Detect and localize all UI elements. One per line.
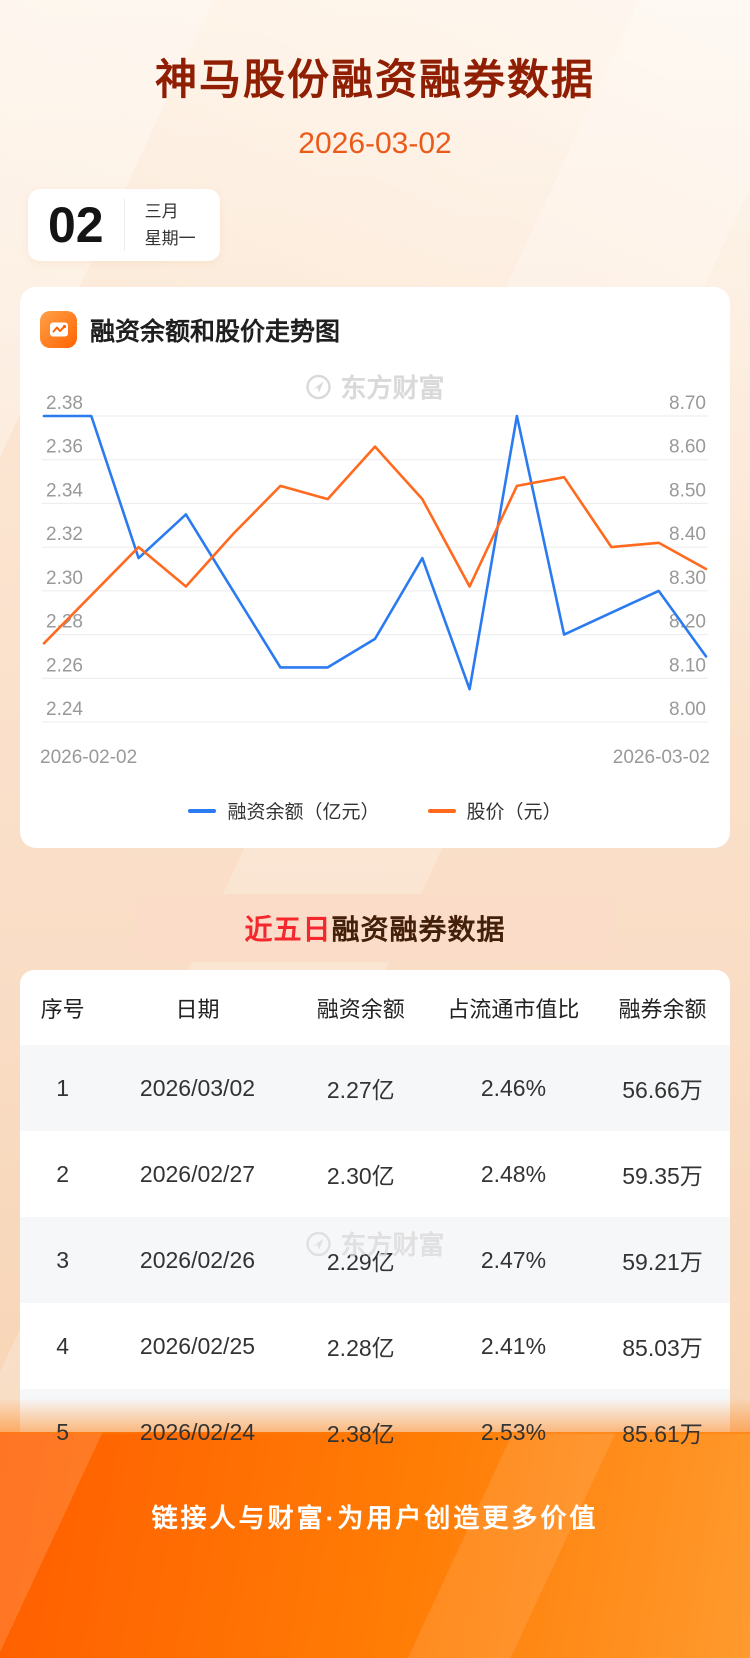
chart-title-row: 融资余额和股价走势图 [40,311,710,349]
chart-title: 融资余额和股价走势图 [90,317,341,346]
x-axis-end-label: 2026-03-02 [612,747,710,769]
chart-card: 融资余额和股价走势图 东方财富 2.38 8.70 2.36 8.60 2.34 8.50… [20,287,730,849]
line-chart-icon [40,311,77,349]
table-cell: 2.38亿 [326,1421,395,1448]
svg-text:8.00: 8.00 [669,699,706,720]
table-row: 5 2026/02/24 2.38亿 2.53% 85.61万 [20,1389,730,1476]
svg-text:2.34: 2.34 [46,481,83,502]
table-cell: 2026/02/24 [139,1418,256,1445]
x-axis-start-label: 2026-02-02 [40,747,138,769]
chart-area: 东方财富 2.38 8.70 2.36 8.60 2.34 8.50 2.32 8.40 2.3… [40,373,710,824]
table-cell: 85.03万 [622,1335,703,1362]
legend-item-financing: 融资余额（亿元） [188,797,380,824]
svg-text:2.38: 2.38 [46,393,83,414]
table-body: 1 2026/03/02 2.27亿 2.46% 56.66万 2 2026/02/27 2.… [20,1045,730,1476]
date-card: 02 三月 星期一 [28,189,220,262]
table-header-cell: 占流通市值比 [447,997,580,1023]
page-date: 2026-03-02 [298,127,452,160]
table-cell: 2.30亿 [326,1163,395,1190]
table-cell: 56.66万 [622,1077,703,1104]
table-cell: 2.27亿 [326,1077,395,1104]
table-cell: 2.41% [480,1332,547,1359]
table-header-row: 序号 日期 融资余额 占流通市值比 融券余额 [20,970,730,1045]
svg-text:2.32: 2.32 [46,525,83,546]
table-cell: 2026/02/26 [139,1246,256,1273]
footer: 链接人与财富·为用户创造更多价值 [0,1398,750,1658]
svg-text:2.36: 2.36 [46,437,83,458]
table-cell: 2 [56,1160,69,1187]
legend-swatch-price [427,808,456,813]
legend-label-price: 股价（元） [466,802,562,824]
data-table-card: 东方财富 序号 日期 融资余额 占流通市值比 融券余额 1 2026/03/02 2.27亿… [20,970,730,1476]
chart-legend: 融资余额（亿元） 股价（元） [40,797,710,824]
table-cell: 2.53% [480,1418,547,1445]
date-card-divider [123,199,125,252]
svg-text:2.30: 2.30 [46,568,83,589]
table-title-rest: 融资融券数据 [331,914,506,946]
date-card-day: 02 [48,197,104,254]
table-cell: 85.61万 [622,1421,703,1448]
table-header-cell: 日期 [175,997,220,1023]
table-title-highlight: 近五日 [244,914,332,946]
table-header-cell: 融资余额 [316,997,405,1023]
svg-text:8.60: 8.60 [669,437,706,458]
legend-label-financing: 融资余额（亿元） [227,802,380,824]
table-cell: 59.35万 [622,1163,703,1190]
table-row: 1 2026/03/02 2.27亿 2.46% 56.66万 [20,1045,730,1132]
table-cell: 2.46% [480,1074,547,1101]
table-header-cell: 融券余额 [618,997,707,1023]
table-cell: 2026/02/27 [139,1160,256,1187]
trend-chart: 2.38 8.70 2.36 8.60 2.34 8.50 2.32 8.40 2.30 8.30… [42,393,708,723]
table-cell: 2.29亿 [326,1249,395,1276]
svg-text:8.30: 8.30 [669,568,706,589]
svg-text:8.70: 8.70 [669,393,706,414]
table-row: 4 2026/02/25 2.28亿 2.41% 85.03万 [20,1303,730,1389]
date-card-meta: 三月 星期一 [145,198,196,252]
svg-text:2.24: 2.24 [46,699,83,720]
table-cell: 59.21万 [622,1249,703,1276]
table-title-banner: 近五日融资融券数据 [134,894,616,963]
header: 神马股份融资融券数据 2026-03-02 [0,0,750,161]
svg-text:8.40: 8.40 [669,525,706,546]
legend-swatch-financing [188,808,217,813]
table-cell: 2026/03/02 [139,1074,256,1101]
svg-text:2.26: 2.26 [46,656,83,677]
table-row: 3 2026/02/26 2.29亿 2.47% 59.21万 [20,1217,730,1304]
table-cell: 3 [56,1246,69,1273]
svg-text:8.50: 8.50 [669,481,706,502]
table-header-cell: 序号 [40,997,85,1023]
table-cell: 4 [56,1332,69,1359]
date-card-month: 三月 [144,202,179,221]
footer-slogan: 链接人与财富·为用户创造更多价值 [151,1503,599,1533]
table-cell: 2026/02/25 [139,1332,256,1359]
table-row: 2 2026/02/27 2.30亿 2.48% 59.35万 [20,1131,730,1217]
legend-item-price: 股价（元） [427,797,562,824]
svg-text:8.10: 8.10 [669,656,706,677]
table-cell: 2.28亿 [326,1335,395,1362]
page-title: 神马股份融资融券数据 [154,56,595,103]
date-card-weekday: 星期一 [144,229,196,249]
table-cell: 5 [56,1418,69,1445]
table-cell: 2.47% [480,1246,547,1273]
margin-data-table: 序号 日期 融资余额 占流通市值比 融券余额 1 2026/03/02 2.27亿 2.46%… [20,970,730,1476]
table-cell: 2.48% [480,1160,547,1187]
table-cell: 1 [56,1074,69,1101]
table-header: 序号 日期 融资余额 占流通市值比 融券余额 [20,970,730,1045]
x-axis-labels: 2026-02-02 2026-03-02 [40,747,710,769]
